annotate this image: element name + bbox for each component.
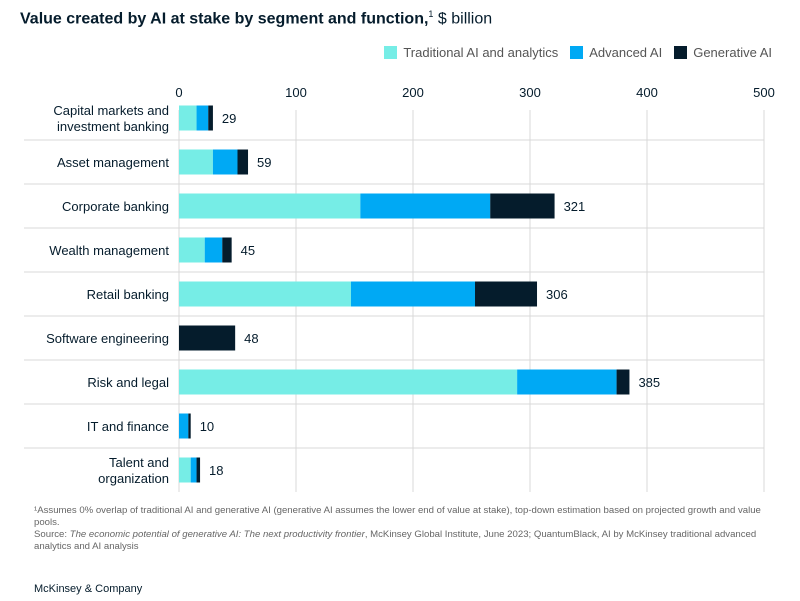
- category-label: Corporate banking: [62, 199, 169, 214]
- bar-generative: [222, 237, 232, 263]
- bar-advanced: [360, 193, 491, 219]
- bar-advanced: [350, 281, 476, 307]
- bar-total-label: 10: [200, 419, 214, 434]
- bar-total-label: 45: [241, 243, 255, 258]
- legend-item-generative: Generative AI: [674, 45, 772, 60]
- bar-traditional: [179, 149, 213, 175]
- bar-advanced: [212, 149, 238, 175]
- tick-label-100: 100: [285, 85, 307, 100]
- category-label: Retail banking: [87, 287, 169, 302]
- bar-advanced: [204, 237, 223, 263]
- bar-advanced: [179, 413, 189, 439]
- title-footnote-mark: 1: [428, 9, 434, 19]
- bar-traditional: [179, 457, 191, 483]
- bar-total-label: 29: [222, 111, 236, 126]
- tick-label-200: 200: [402, 85, 424, 100]
- category-label: Wealth management: [49, 243, 169, 258]
- bar-generative: [237, 149, 249, 175]
- category-label: Risk and legal: [87, 375, 169, 390]
- chart-title: Value created by AI at stake by segment …: [20, 9, 492, 28]
- bar-generative: [616, 369, 630, 395]
- bar-total-label: 18: [209, 463, 223, 478]
- chart-legend: Traditional AI and analytics Advanced AI…: [384, 45, 772, 60]
- bar-generative: [208, 105, 213, 131]
- bar-total-label: 321: [564, 199, 586, 214]
- source-title: The economic potential of generative AI:…: [69, 529, 365, 540]
- chart-title-unit: $ billion: [437, 10, 493, 28]
- bar-advanced: [190, 457, 197, 483]
- tick-label-500: 500: [753, 85, 775, 100]
- chart-title-main: Value created by AI at stake by segment …: [20, 10, 429, 28]
- bar-generative: [196, 457, 201, 483]
- bar-traditional: [179, 105, 197, 131]
- tick-label-400: 400: [636, 85, 658, 100]
- bar-generative: [188, 413, 191, 439]
- legend-label-traditional: Traditional AI and analytics: [403, 45, 559, 60]
- legend-label-generative: Generative AI: [693, 45, 772, 60]
- bar-traditional: [179, 369, 518, 395]
- bar-traditional: [179, 193, 361, 219]
- bar-traditional: [179, 281, 351, 307]
- category-label: Asset management: [57, 155, 169, 170]
- brand-name: McKinsey & Company: [34, 583, 143, 595]
- bar-traditional: [179, 237, 205, 263]
- footnote: ¹Assumes 0% overlap of traditional AI an…: [34, 505, 774, 553]
- tick-label-300: 300: [519, 85, 541, 100]
- bar-generative: [179, 325, 236, 351]
- bar-generative: [475, 281, 538, 307]
- category-label: Software engineering: [46, 331, 169, 346]
- category-label: Capital markets and investment banking: [53, 103, 169, 134]
- category-label: IT and finance: [87, 419, 169, 434]
- bar-chart: 0 100 200 300 400 500 Capital markets and inves…: [24, 85, 775, 492]
- bar-advanced: [196, 105, 209, 131]
- bar-generative: [490, 193, 555, 219]
- legend-item-traditional: Traditional AI and analytics: [384, 45, 558, 60]
- bar-total-label: 385: [638, 375, 660, 390]
- source-prefix: Source:: [34, 529, 70, 540]
- tick-label-0: 0: [175, 85, 182, 100]
- bar-total-label: 306: [546, 287, 568, 302]
- footnote-source: Source: The economic potential of genera…: [34, 529, 774, 553]
- footnote-note: ¹Assumes 0% overlap of traditional AI an…: [34, 505, 761, 528]
- source-rest: , McKinsey Global Institute, June 2023; …: [34, 529, 757, 552]
- legend-swatch-advanced: [570, 46, 584, 59]
- legend-swatch-traditional: [384, 46, 398, 59]
- legend-label-advanced: Advanced AI: [589, 45, 663, 60]
- legend-item-advanced: Advanced AI: [570, 45, 662, 60]
- legend-swatch-generative: [674, 46, 688, 59]
- category-label: Talent and organization: [98, 455, 169, 486]
- bar-total-label: 48: [244, 331, 258, 346]
- bar-total-label: 59: [257, 155, 271, 170]
- bar-advanced: [517, 369, 617, 395]
